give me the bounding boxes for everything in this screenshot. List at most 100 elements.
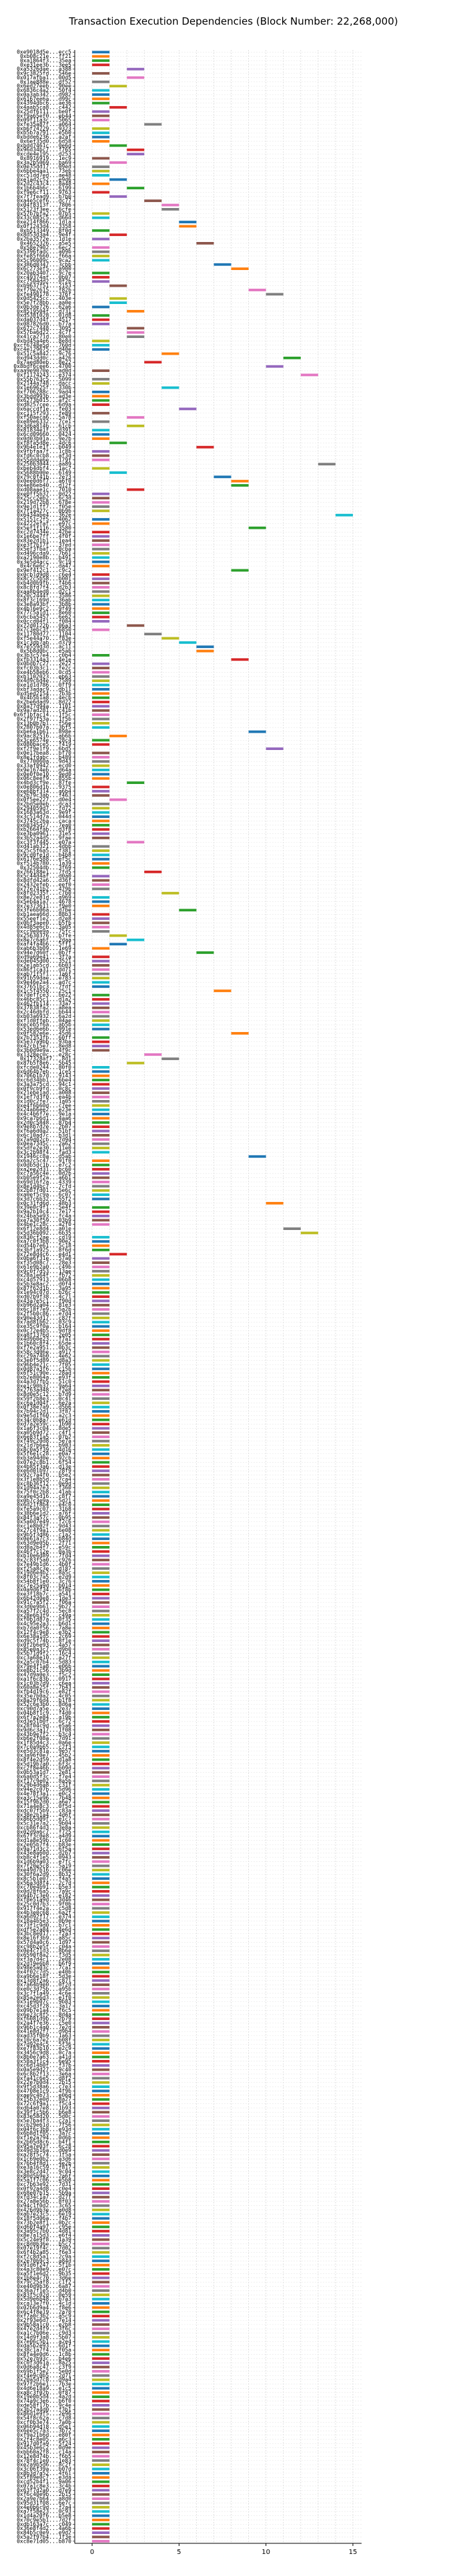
y-tick-label: 0x96b4e21c...7f05 [17,1361,71,1367]
y-tick-label: 0x9ac82516...ab6b [17,733,71,739]
transaction-bar [92,2089,110,2093]
transaction-bar [92,577,110,581]
transaction-bar [144,361,162,364]
transaction-bar [92,1274,110,1277]
y-tick-label: 0x02d9a6c7...f725 [17,1829,71,1835]
y-tick-label: 0x0e806d1b...9375 [17,784,71,790]
y-tick-label: 0xe3ba0961...31e5 [17,831,71,837]
y-tick-label: 0x0ba6f31e...57a0 [17,1255,71,1261]
y-tick-label: 0x38e2b1a4...4d6f [17,1812,71,1818]
y-tick-label: 0x2be6dad9...8d22 [17,699,71,705]
transaction-bar [92,1185,110,1188]
transaction-bar [92,1830,110,1833]
transaction-bar [92,2021,110,2025]
transaction-bar [92,1410,110,1413]
transaction-bar [92,1299,110,1303]
transaction-bar [92,1516,110,1519]
y-tick-label: 0x0d6a8c47...c3f9 [17,2364,71,2370]
y-tick-label: 0x57d4a0c6...1d97 [17,1939,71,1945]
transaction-bar [92,2081,110,2084]
transaction-bar [92,1206,110,1209]
transaction-bar [109,471,127,474]
transaction-bar [144,1053,162,1056]
y-tick-label: 0x1b6b4b6c...6199 [17,185,71,191]
transaction-bar [92,1699,110,1702]
transaction-bar [92,2306,110,2309]
transaction-bar [92,1045,110,1047]
transaction-bar [109,441,127,445]
transaction-bar [92,2195,110,2199]
y-tick-label: 0x2e05b7f4...b83e [17,1841,71,1847]
y-tick-label: 0x2d19e6b8...b6f9 [17,1961,71,1967]
y-tick-label: 0x18a4b5e3...0b9e [17,1918,71,1924]
y-tick-label: 0x4be1c28c...a2f0 [17,1221,71,1227]
y-tick-label: 0x5123f3ee...6cfe [17,206,71,212]
transaction-bar [92,594,110,597]
y-tick-label: 0xf1174243...e374 [17,372,71,378]
y-tick-label: 0x0a3ab342...d982 [17,91,71,97]
transaction-bar [109,943,127,946]
y-tick-label: 0xcb29e61d...7f56 [17,2122,71,2128]
y-tick-label: 0xe7a30f59...03b9 [17,1217,71,1223]
y-tick-label: 0xc7b63e92...7d31 [17,2181,71,2187]
transaction-bar [92,1584,110,1587]
y-tick-label: 0xf1d0ffeb...04ae [17,1017,71,1023]
gridlines [74,50,362,2543]
transaction-bar [92,875,110,878]
y-tick-label: 0xe40d9b36...6a87 [17,2283,71,2289]
y-tick-label: 0xc8d0b36e...b5c7 [17,2241,71,2247]
transaction-bar [92,1958,110,1961]
transaction-bar [266,1201,284,1205]
transaction-bar [92,1219,110,1222]
y-tick-label: 0x38b6e1d2...a76f [17,1510,71,1516]
transaction-bar [92,458,110,461]
y-tick-label: 0x6accdf1e...fe03 [17,406,71,412]
transaction-bar [92,1303,110,1307]
y-tick-label: 0xe0c3d75b...a95b [17,1986,71,1992]
transaction-bar [92,547,110,551]
y-tick-label: 0x49d3b16a...d0e9 [17,2147,71,2153]
transaction-bar [92,395,110,398]
transaction-bar [92,1647,110,1651]
transaction-bar [92,1771,110,1774]
transaction-bar [92,2519,110,2521]
transaction-bar [92,565,110,568]
y-tick-label: 0x0bdb7c27...2e22 [17,661,71,667]
y-tick-label: 0xc49374af...0b07 [17,274,71,280]
transaction-bar [92,1745,110,1749]
y-tick-label: 0x2807b07a...3bf5 [17,725,71,731]
transaction-bar [92,2442,110,2445]
transaction-bar [92,1257,110,1260]
y-tick-label: 0xc90d7a5e...2e37 [17,1706,71,1712]
transaction-bar [92,1142,110,1145]
y-tick-label: 0x4d9cbd4e...7589 [17,678,71,684]
transaction-bar [196,649,214,653]
y-tick-label: 0x77e741b2...479b [17,886,71,892]
y-tick-label: 0x8f3c169d...36ab [17,597,71,603]
y-tick-label: 0x9b58a1c0...e2b8 [17,2321,71,2327]
transaction-bar [92,2272,110,2275]
transaction-bar [127,416,145,419]
y-tick-label: 0x3745c26a...caca [17,818,71,824]
transaction-bar [92,1885,110,1889]
y-tick-label: 0xf7a0c3b2...a5c9 [17,2313,71,2319]
transaction-bar [92,1639,110,1642]
transaction-bar [92,2485,110,2487]
transaction-bar [92,135,110,139]
y-tick-label: 0xa8c3f02b...0f87 [17,2389,71,2395]
y-tick-label: 0xf8fa5d8e...4dc6 [17,440,71,446]
y-tick-label: 0xc7504dd2...0f2b [17,279,71,285]
transaction-bar [109,934,127,937]
y-tick-label: 0xfb4d19c6...e82f [17,1689,71,1695]
transaction-bar [92,2289,110,2292]
transaction-bar [92,1677,110,1681]
transaction-bar [213,263,231,266]
transaction-bar [144,870,162,873]
y-tick-label: 0x2b87fd01...5e6c [17,1187,71,1193]
y-tick-label: 0xfe5a9c07...31b8 [17,1506,71,1512]
transaction-bar [92,755,110,759]
y-tick-label: 0x7e49b1d6...4b0f [17,1561,71,1567]
y-tick-label: 0x20ab3407...9c7e [17,270,71,276]
transaction-bar [92,769,110,771]
transaction-bar [92,1563,110,1566]
